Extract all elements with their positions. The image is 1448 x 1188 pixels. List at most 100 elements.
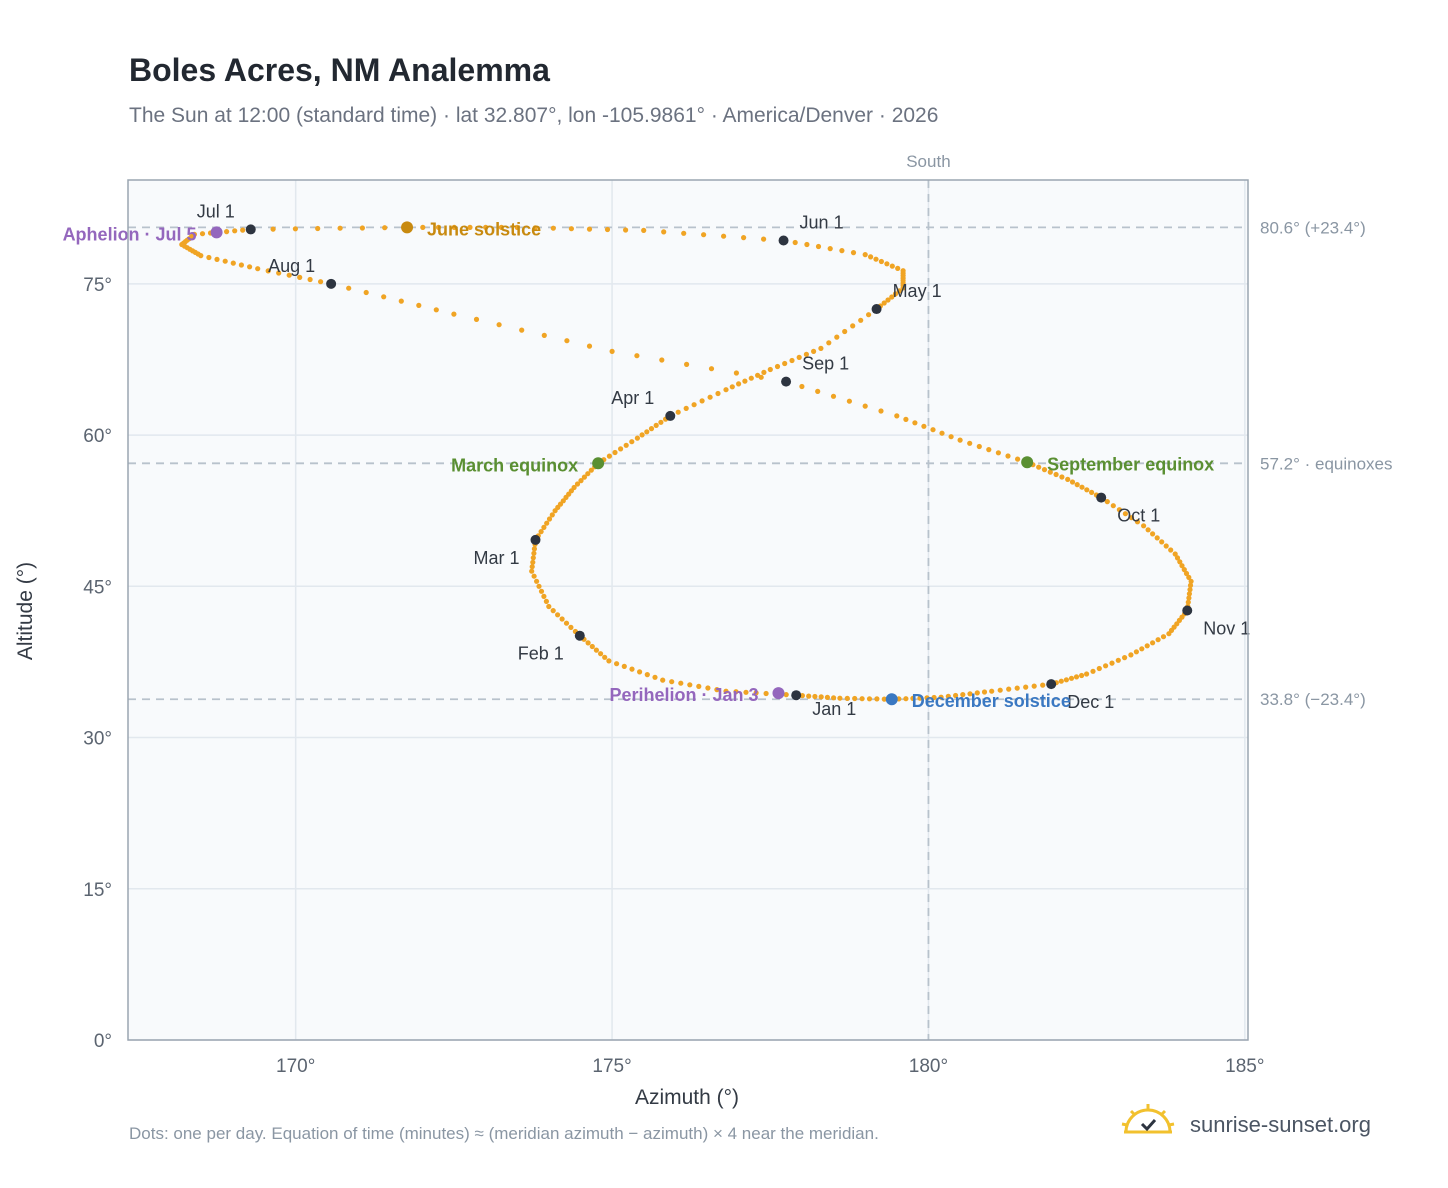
daily-dot [1079, 484, 1085, 490]
daily-dot [398, 298, 404, 304]
reference-lines: South 80.6° (+23.4°) 57.2° · equinoxes 33.8… [128, 152, 1393, 1040]
daily-dot [549, 512, 555, 518]
event-markers: March equinox June solstice September equi… [63, 219, 1215, 711]
daily-dot [1188, 578, 1194, 584]
daily-dot [634, 353, 640, 359]
daily-dot [1186, 595, 1192, 601]
daily-dot [895, 265, 901, 271]
daily-dot [498, 224, 504, 230]
daily-dot [878, 408, 884, 414]
daily-dot [644, 672, 650, 678]
brand[interactable]: sunrise-sunset.org [1120, 1102, 1420, 1146]
daily-dot [433, 307, 439, 313]
plot-area [128, 180, 1248, 1040]
daily-dot [1065, 476, 1071, 482]
daily-dot [699, 398, 705, 404]
daily-dot [707, 394, 713, 400]
daily-dot [900, 268, 906, 274]
daily-dot [708, 366, 715, 372]
meridian-label: South [906, 152, 950, 171]
month-marker-label: Sep 1 [802, 354, 849, 374]
daily-dot [270, 226, 276, 232]
daily-dot [529, 568, 535, 574]
daily-dot [903, 696, 909, 702]
event-marker [401, 221, 414, 234]
daily-dot [530, 555, 536, 561]
daily-dot [761, 369, 767, 375]
daily-dot [1177, 559, 1183, 565]
daily-dot [967, 440, 973, 446]
daily-dot [1187, 587, 1193, 593]
daily-dot [1040, 682, 1046, 688]
daily-dot [531, 546, 538, 552]
daily-dot [846, 398, 853, 404]
daily-dot [571, 484, 577, 491]
daily-dot [550, 225, 556, 231]
x-tick-label: 170° [276, 1056, 315, 1077]
daily-dot [232, 228, 238, 234]
daily-dot [796, 354, 802, 360]
daily-dot [1186, 574, 1192, 581]
analemma-path [179, 224, 1194, 702]
daily-dot [974, 690, 980, 696]
month-marker-label: Apr 1 [611, 388, 654, 408]
daily-dot [541, 593, 547, 600]
daily-dot [1053, 471, 1059, 478]
daily-dot [568, 226, 575, 232]
daily-dot [598, 651, 604, 657]
daily-dot [803, 351, 810, 357]
daily-dot [1116, 507, 1122, 513]
daily-dot [1186, 591, 1192, 597]
daily-dot [586, 343, 593, 349]
month-marker [1046, 679, 1057, 690]
daily-dot [1166, 631, 1172, 637]
daily-dot [815, 243, 822, 250]
daily-dot [382, 225, 388, 231]
daily-dot [564, 338, 570, 344]
daily-dot [612, 449, 618, 456]
daily-dot [1014, 685, 1020, 691]
month-marker [791, 690, 802, 701]
daily-dot [830, 393, 837, 399]
daily-dot [917, 695, 923, 701]
page-title: Boles Acres, NM Analemma [129, 52, 550, 88]
y-tick-label: 60° [83, 426, 112, 447]
daily-dot [346, 285, 352, 291]
x-tick-label: 180° [909, 1056, 948, 1077]
daily-dot [995, 450, 1002, 456]
daily-dot [534, 578, 540, 584]
daily-dot [1069, 479, 1076, 485]
daily-dot [1179, 563, 1185, 569]
daily-dot [606, 453, 613, 459]
daily-dot [451, 224, 457, 230]
daily-dot [931, 694, 937, 701]
month-marker [1096, 492, 1107, 503]
daily-dot [874, 696, 880, 702]
y-tick-label: 75° [83, 275, 112, 296]
month-marker [871, 304, 882, 315]
daily-dot [910, 695, 916, 702]
daily-dot [568, 624, 574, 631]
daily-dot [1154, 535, 1160, 541]
daily-dot [960, 692, 966, 698]
daily-dot [602, 654, 608, 660]
daily-dot [531, 550, 537, 556]
daily-dot [1150, 640, 1156, 646]
axes: 170° 175° 180° 185° 0° 15° 30° 45° 60° 75° Azimuth… [14, 275, 1264, 1109]
daily-dot [939, 430, 945, 436]
month-markers: Jan 1 Feb 1 Mar 1 Apr 1 May 1 Jun 1 Jul 1 Aug 1… [197, 201, 1251, 719]
daily-dot [1103, 663, 1109, 669]
month-marker-label: May 1 [893, 281, 942, 301]
daily-dot [206, 254, 212, 261]
daily-dot [546, 603, 552, 610]
daily-dot [541, 332, 547, 338]
daily-dot [1005, 453, 1011, 459]
month-marker-label: Jun 1 [800, 212, 844, 232]
daily-dot [696, 683, 702, 690]
daily-dot [1163, 543, 1169, 549]
daily-dot [581, 474, 588, 480]
daily-dot [420, 224, 426, 230]
daily-dot [198, 253, 204, 259]
month-marker [245, 224, 256, 235]
daily-dot [265, 268, 271, 274]
